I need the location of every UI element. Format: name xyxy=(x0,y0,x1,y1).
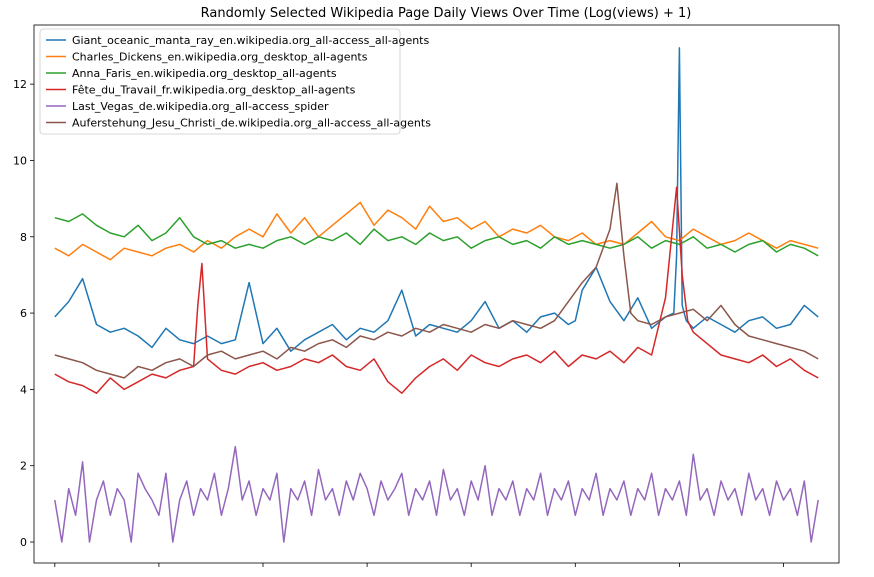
legend-label-2: Anna_Faris_en.wikipedia.org_desktop_all-… xyxy=(72,67,337,80)
y-tick-label: 10 xyxy=(13,154,27,167)
legend-label-0: Giant_oceanic_manta_ray_en.wikipedia.org… xyxy=(72,34,429,47)
legend-label-4: Last_Vegas_de.wikipedia.org_all-access_s… xyxy=(72,100,329,113)
legend-label-5: Auferstehung_Jesu_Christi_de.wikipedia.o… xyxy=(72,117,431,130)
series-layer xyxy=(54,47,819,543)
series-line-0 xyxy=(54,47,819,352)
legend-label-1: Charles_Dickens_en.wikipedia.org_desktop… xyxy=(72,51,368,64)
y-tick-label: 12 xyxy=(13,78,27,91)
y-tick-label: 4 xyxy=(20,383,27,396)
x-axis xyxy=(54,563,784,567)
legend: Giant_oceanic_manta_ray_en.wikipedia.org… xyxy=(39,28,431,135)
legend-label-3: Fête_du_Travail_fr.wikipedia.org_desktop… xyxy=(72,84,356,97)
y-tick-label: 0 xyxy=(20,536,27,549)
series-line-4 xyxy=(54,445,819,543)
series-line-2 xyxy=(54,213,819,257)
y-tick-label: 6 xyxy=(20,307,27,320)
y-tick-label: 8 xyxy=(20,231,27,244)
series-line-3 xyxy=(54,186,819,394)
legend-box xyxy=(39,28,401,135)
y-axis: 0 2 4 6 8 10 12 xyxy=(13,78,34,549)
y-tick-label: 2 xyxy=(20,460,27,473)
series-line-1 xyxy=(54,201,819,261)
plot-frame xyxy=(33,24,840,564)
chart-title: Randomly Selected Wikipedia Page Daily V… xyxy=(201,6,692,21)
series-line-5 xyxy=(54,182,819,379)
